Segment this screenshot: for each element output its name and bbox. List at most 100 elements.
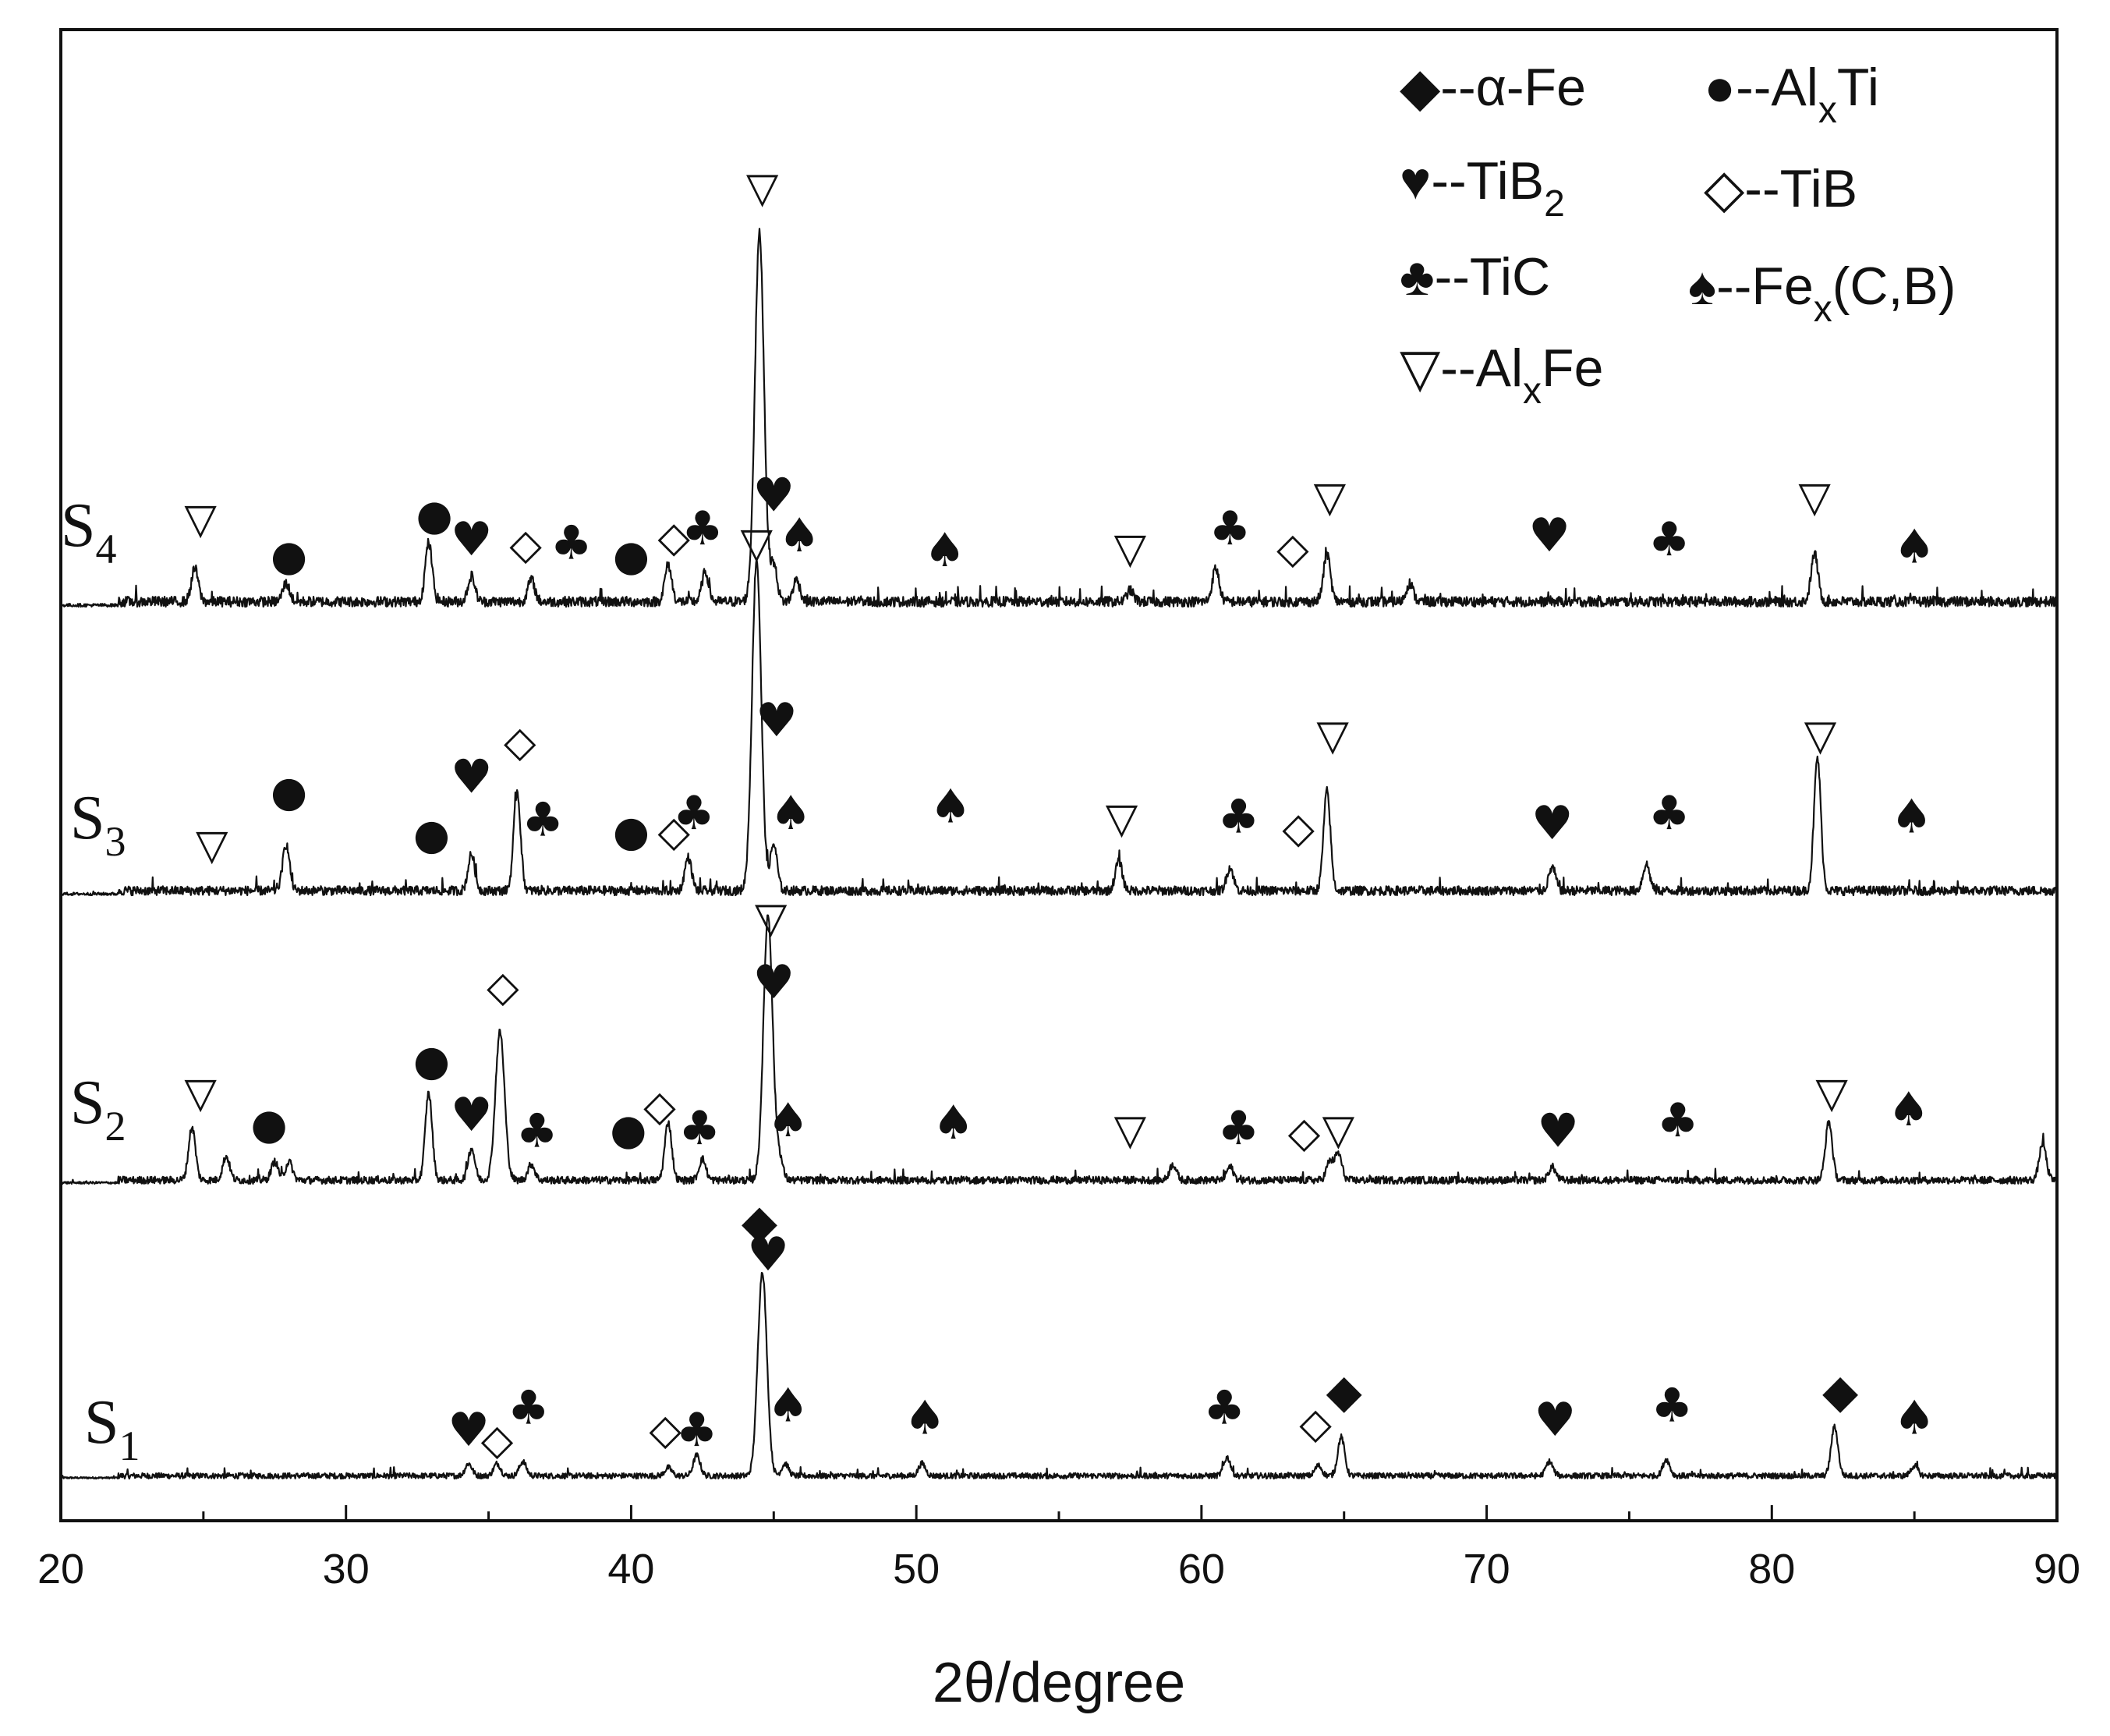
marker-diamond-open-s3: ◇ bbox=[504, 717, 536, 767]
marker-spade-s4: ♠ bbox=[924, 523, 966, 578]
marker-diamond-filled-s1: ◆ bbox=[1326, 1364, 1362, 1419]
marker-heart-s3: ♥ bbox=[451, 749, 493, 804]
marker-club-s1: ♣ bbox=[676, 1403, 718, 1458]
legend-item-heart: ♥--TiB2 bbox=[1400, 151, 1565, 225]
marker-diamond-open-s2: ◇ bbox=[643, 1081, 676, 1130]
marker-heart-s1: ♥ bbox=[747, 1228, 789, 1282]
sample-label-s2: S2 bbox=[70, 1068, 126, 1150]
marker-triangle-open-s4: ▽ bbox=[746, 163, 779, 212]
marker-heart-s2: ♥ bbox=[451, 1088, 493, 1143]
markers-layer: ♥◇♣ ◇♣◆♥♠ ♠ ♣ ◇◆♥ ♣ ◆ ♠▽●●♥◇♣ ●◇ ♣♥▽♠ ♠ ▽ ♣ ◇ ▽ ♥ ♣▽ ♠▽●●… bbox=[184, 163, 1935, 1465]
marker-triangle-open-s3: ▽ bbox=[741, 519, 774, 568]
marker-circle-filled-s2: ● bbox=[413, 1036, 450, 1086]
legend-item-diamond-open: ◇--TiB bbox=[1704, 159, 1857, 218]
marker-diamond-open-s4: ◇ bbox=[658, 512, 691, 562]
x-tick-label-70: 70 bbox=[1464, 1546, 1510, 1593]
x-tick-label-30: 30 bbox=[323, 1546, 370, 1593]
marker-circle-filled-s2: ● bbox=[250, 1100, 287, 1149]
marker-circle-filled-s3: ● bbox=[413, 810, 450, 859]
marker-club-s3: ♣ bbox=[1648, 786, 1690, 841]
marker-heart-s4: ♥ bbox=[451, 512, 493, 567]
marker-spade-s2: ♠ bbox=[767, 1093, 809, 1148]
marker-triangle-open-s4: ▽ bbox=[184, 494, 217, 544]
legend-item-club: ♣--TiC bbox=[1400, 247, 1550, 306]
marker-heart-s4: ♥ bbox=[752, 468, 795, 523]
x-tick-label-20: 20 bbox=[37, 1546, 84, 1593]
marker-triangle-open-s2: ▽ bbox=[1114, 1105, 1147, 1154]
marker-triangle-open-s2: ▽ bbox=[755, 893, 788, 942]
marker-circle-filled-s4: ● bbox=[613, 531, 650, 580]
trace-s1 bbox=[60, 1271, 2058, 1480]
marker-heart-s4: ♥ bbox=[1528, 508, 1570, 563]
marker-triangle-open-s3: ▽ bbox=[196, 820, 228, 869]
marker-diamond-open-s3: ◇ bbox=[1282, 803, 1315, 852]
marker-diamond-filled-s1: ◆ bbox=[742, 1195, 777, 1249]
marker-triangle-open-s3: ▽ bbox=[1316, 710, 1349, 760]
marker-diamond-open-s2: ◇ bbox=[1288, 1107, 1321, 1157]
marker-club-s3: ♣ bbox=[1218, 789, 1260, 844]
marker-club-s2: ♣ bbox=[678, 1101, 720, 1156]
marker-diamond-open-s4: ◇ bbox=[509, 520, 542, 569]
traces-layer bbox=[59, 228, 2059, 1480]
sample-label-s1: S1 bbox=[84, 1388, 140, 1469]
legend-item-triangle-open: ▽--AlxFe bbox=[1400, 338, 1603, 412]
marker-circle-filled-s4: ● bbox=[416, 491, 453, 540]
marker-spade-s4: ♠ bbox=[778, 508, 820, 563]
marker-club-s1: ♣ bbox=[508, 1380, 550, 1435]
marker-club-s4: ♣ bbox=[1648, 512, 1690, 567]
marker-spade-s1: ♠ bbox=[1893, 1391, 1935, 1445]
marker-diamond-open-s1: ◇ bbox=[1299, 1399, 1332, 1448]
marker-spade-s2: ♠ bbox=[1888, 1082, 1930, 1137]
marker-club-s4: ♣ bbox=[1209, 501, 1251, 556]
marker-triangle-open-s4: ▽ bbox=[1798, 472, 1831, 521]
marker-diamond-filled-s1: ◆ bbox=[1822, 1364, 1858, 1419]
marker-heart-s1: ♥ bbox=[448, 1403, 490, 1458]
legend-item-diamond-filled: ◆--α-Fe bbox=[1400, 58, 1586, 117]
marker-spade-s4: ♠ bbox=[1893, 519, 1935, 574]
legend: ◆--α-Fe ●--AlxTi ♥--TiB2 ◇--TiB ♣--TiC ♠--Fex… bbox=[1400, 58, 1956, 412]
marker-spade-s1: ♠ bbox=[767, 1379, 809, 1433]
marker-diamond-open-s4: ◇ bbox=[1276, 523, 1309, 572]
marker-club-s1: ♣ bbox=[1203, 1380, 1245, 1435]
sample-labels: S1 S2 S3 S4 bbox=[61, 491, 140, 1469]
marker-diamond-open-s3: ◇ bbox=[658, 806, 691, 856]
marker-club-s2: ♣ bbox=[1657, 1093, 1699, 1148]
marker-club-s3: ♣ bbox=[673, 786, 715, 841]
marker-club-s2: ♣ bbox=[1218, 1101, 1260, 1156]
sample-label-s4: S4 bbox=[61, 491, 117, 572]
marker-spade-s2: ♠ bbox=[933, 1096, 975, 1150]
marker-heart-s1: ♥ bbox=[1534, 1393, 1576, 1447]
marker-heart-s2: ♥ bbox=[752, 955, 795, 1010]
marker-spade-s3: ♠ bbox=[770, 786, 812, 841]
x-tick-label-50: 50 bbox=[893, 1546, 940, 1593]
marker-triangle-open-s2: ▽ bbox=[1322, 1105, 1355, 1154]
marker-triangle-open-s4: ▽ bbox=[1114, 523, 1147, 572]
x-axis-ticks: 20 30 40 50 60 70 80 90 bbox=[37, 1505, 2080, 1593]
marker-heart-s3: ♥ bbox=[756, 693, 798, 748]
trace-s4 bbox=[60, 228, 2059, 608]
marker-triangle-open-s2: ▽ bbox=[184, 1068, 217, 1117]
marker-circle-filled-s3: ● bbox=[613, 806, 650, 856]
marker-heart-s3: ♥ bbox=[1531, 796, 1574, 851]
marker-spade-s3: ♠ bbox=[1891, 789, 1933, 844]
marker-spade-s1: ♠ bbox=[904, 1391, 946, 1445]
marker-spade-s3: ♠ bbox=[929, 780, 972, 834]
marker-triangle-open-s3: ▽ bbox=[1106, 793, 1138, 842]
marker-circle-filled-s4: ● bbox=[271, 531, 307, 580]
sample-label-s3: S3 bbox=[70, 784, 126, 865]
marker-club-s4: ♣ bbox=[682, 501, 724, 556]
marker-club-s4: ♣ bbox=[551, 516, 593, 571]
marker-heart-s2: ♥ bbox=[1537, 1104, 1579, 1158]
trace-s2 bbox=[59, 914, 2059, 1185]
marker-circle-filled-s2: ● bbox=[610, 1105, 646, 1154]
x-tick-label-80: 80 bbox=[1748, 1546, 1795, 1593]
x-axis-label: 2θ/degree bbox=[933, 1652, 1185, 1714]
marker-club-s1: ♣ bbox=[1651, 1379, 1693, 1433]
x-tick-label-60: 60 bbox=[1178, 1546, 1225, 1593]
x-tick-label-90: 90 bbox=[2034, 1546, 2080, 1593]
marker-triangle-open-s2: ▽ bbox=[1815, 1068, 1848, 1117]
legend-item-circle-filled: ●--AlxTi bbox=[1704, 58, 1879, 131]
marker-club-s3: ♣ bbox=[522, 793, 564, 848]
marker-diamond-open-s2: ◇ bbox=[487, 962, 519, 1011]
